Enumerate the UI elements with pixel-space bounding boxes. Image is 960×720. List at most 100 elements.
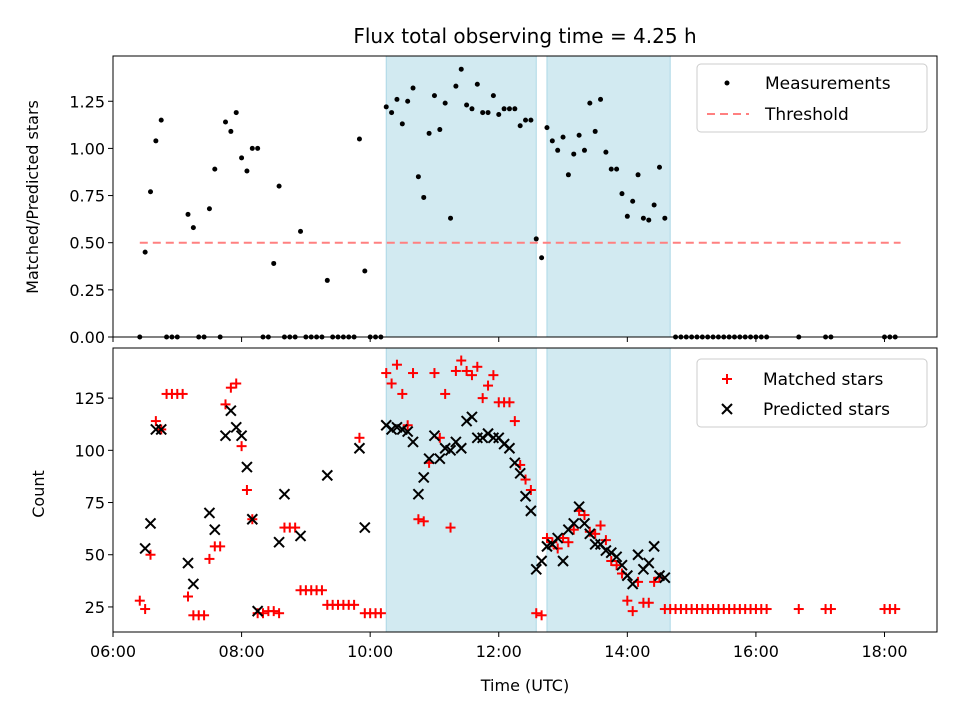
measurement-point — [158, 117, 164, 123]
measurement-point — [142, 249, 148, 255]
predicted-star-point — [139, 542, 151, 555]
x-tick-label: 08:00 — [219, 642, 265, 661]
matched-star-point — [536, 610, 547, 621]
bottom-axes-frame — [112, 347, 938, 633]
matched-star-point — [381, 368, 392, 379]
measurement-point — [490, 93, 496, 99]
matched-star-point — [504, 397, 515, 408]
predicted-star-point — [444, 444, 457, 457]
matched-star-point — [590, 528, 601, 539]
measurement-point — [528, 117, 534, 123]
matched-star-point — [531, 608, 542, 619]
top-y-tick-label: 0.50 — [69, 234, 105, 253]
matched-star-point — [568, 524, 579, 535]
bottom-y-tick-label: 125 — [74, 389, 105, 408]
matched-star-point — [177, 388, 188, 399]
matched-star-point — [140, 604, 151, 615]
measurement-point — [662, 215, 668, 221]
matched-star-point — [150, 416, 161, 427]
measurement-point — [646, 217, 652, 223]
predicted-star-point — [235, 429, 248, 442]
measurement-point — [608, 166, 614, 172]
matched-star-point — [145, 549, 156, 560]
matched-star-point — [611, 560, 622, 571]
bottom-legend-box — [696, 358, 928, 428]
measurement-point — [239, 155, 245, 161]
matched-star-point — [183, 591, 194, 602]
matched-star-point — [236, 441, 247, 452]
matched-star-point — [215, 541, 226, 552]
measurement-point — [255, 145, 261, 151]
predicted-star-point — [401, 425, 414, 438]
top-y-axis-label: Matched/Predicted stars — [23, 100, 42, 294]
matched-star-point — [134, 595, 145, 606]
legend-measurements-label: Measurements — [765, 74, 891, 94]
measurement-point — [190, 225, 196, 231]
measurement-point — [410, 85, 416, 91]
measurement-point — [523, 117, 529, 123]
predicted-star-point — [418, 471, 430, 484]
top-y-tick-label: 1.25 — [69, 92, 105, 111]
predicted-star-point — [535, 555, 548, 567]
x-tick-label: 10:00 — [347, 642, 393, 661]
top-y-tick-label: 0.25 — [69, 281, 105, 300]
matched-star-point — [477, 393, 488, 404]
measurement-point — [480, 110, 486, 116]
predicted-star-point — [321, 469, 334, 482]
matched-star-point — [525, 485, 536, 495]
x-tick-label: 14:00 — [604, 642, 650, 661]
matched-star-point — [220, 399, 231, 410]
measurement-point — [555, 147, 561, 153]
predicted-star-point — [278, 488, 291, 500]
legend-x-glyph — [721, 403, 733, 415]
matched-star-point — [649, 576, 660, 587]
matched-star-point — [563, 537, 574, 548]
measurement-point — [565, 172, 571, 178]
x-tick-label: 16:00 — [733, 642, 779, 661]
measurement-point — [399, 121, 405, 127]
predicted-star-point — [423, 452, 435, 465]
predicted-star-point — [626, 578, 639, 590]
measurement-point — [153, 138, 159, 144]
top-y-tick-label: 0.00 — [69, 328, 105, 347]
measurement-point — [560, 134, 566, 140]
measurement-point — [298, 228, 304, 234]
measurement-point — [587, 100, 593, 106]
bottom-shaded-interval — [385, 347, 537, 633]
bottom-shaded-interval — [546, 347, 671, 633]
matched-star-point — [429, 368, 440, 379]
matched-star-point — [627, 606, 638, 617]
predicted-star-point — [353, 442, 366, 454]
matched-star-point — [761, 604, 772, 615]
legend-matched-marker — [722, 374, 732, 384]
measurement-point — [464, 102, 470, 108]
matched-star-point — [386, 378, 397, 389]
matched-star-point — [579, 510, 590, 521]
measurement-point — [426, 130, 432, 136]
predicted-star-point — [503, 442, 516, 454]
matched-star-point — [520, 474, 531, 485]
measurement-point — [249, 145, 255, 151]
counts-panel: 25 50 75 100 125 06:00 08:00 10:00 12:00 14:00 16… — [29, 347, 938, 695]
measurement-point — [442, 100, 448, 106]
predicted-star-point — [219, 429, 232, 442]
predicted-star-point — [509, 457, 521, 469]
measurement-point — [394, 96, 400, 102]
measurement-point — [656, 164, 662, 170]
top-legend-box — [696, 63, 928, 133]
measurement-point — [458, 66, 464, 72]
predicted-star-point — [568, 517, 580, 530]
matched-star-point — [595, 520, 606, 531]
measurement-point — [212, 166, 218, 172]
measurement-point — [206, 206, 212, 212]
predicted-star-point — [209, 523, 221, 536]
measurement-point — [571, 151, 577, 157]
predicted-star-point — [610, 551, 623, 563]
predicted-star-point — [643, 557, 655, 569]
measurement-point — [496, 111, 502, 117]
measurement-point — [485, 110, 491, 116]
predicted-star-point — [578, 517, 591, 530]
predicted-star-point — [294, 530, 307, 542]
matched-star-point — [793, 604, 804, 615]
